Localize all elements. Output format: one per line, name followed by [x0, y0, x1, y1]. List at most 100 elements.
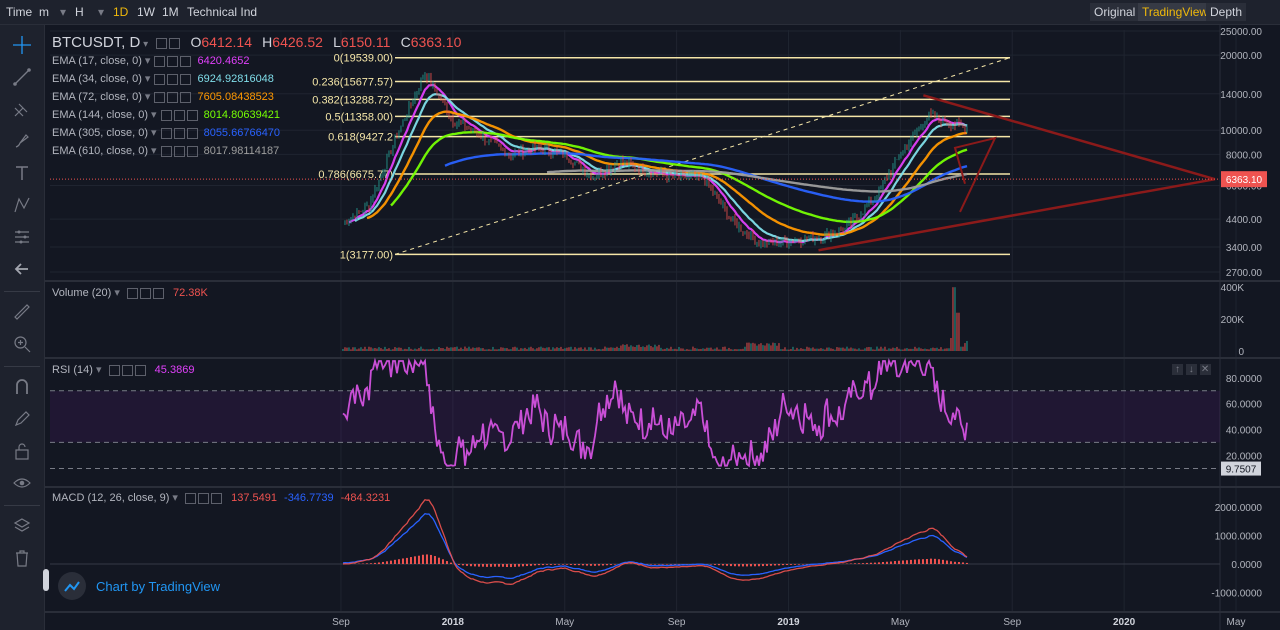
magnet-icon[interactable] — [10, 375, 34, 399]
volume-bar — [534, 349, 536, 351]
volume-bar — [554, 348, 556, 351]
interval-1d-button[interactable]: 1D — [113, 5, 129, 19]
brush-icon[interactable] — [10, 129, 34, 153]
legend-settings-icons[interactable] — [156, 35, 182, 52]
macd-pane — [50, 498, 1220, 585]
chevron-down-icon[interactable]: ▾ — [169, 492, 178, 504]
depth-view-button[interactable]: Depth — [1206, 3, 1247, 21]
ruler-icon[interactable] — [10, 300, 34, 324]
legend-settings-icons[interactable] — [185, 492, 224, 504]
volume-bar — [920, 348, 922, 351]
ema-label[interactable]: EMA (72, close, 0) — [52, 91, 142, 103]
zoom-icon[interactable] — [10, 332, 34, 356]
chevron-down-icon[interactable]: ▾ — [148, 109, 157, 121]
legend-settings-icons[interactable] — [154, 73, 193, 85]
trend-drawings — [50, 94, 1220, 252]
minute-button[interactable]: m — [39, 5, 49, 19]
rsi-legend: RSI (14) ▾ 45.3869 — [52, 363, 194, 376]
crosshair-icon[interactable] — [10, 33, 34, 57]
ema-label[interactable]: EMA (305, close, 0) — [52, 127, 148, 139]
volume-bar — [374, 348, 376, 351]
chevron-down-icon[interactable]: ▾ — [141, 73, 151, 85]
trend-line-icon[interactable] — [10, 65, 34, 89]
macd-histogram-bar — [545, 564, 548, 565]
trash-icon[interactable] — [10, 546, 34, 570]
chevron-down-icon[interactable]: ▾ — [140, 39, 149, 50]
high-value: 6426.52 — [272, 34, 323, 50]
macd-histogram-bar — [509, 564, 512, 568]
scrollbar-handle[interactable] — [43, 569, 49, 591]
ema-label[interactable]: EMA (610, close, 0) — [52, 145, 148, 157]
legend-settings-icons[interactable] — [160, 145, 200, 157]
chevron-down-icon[interactable]: ▾ — [148, 145, 157, 157]
volume-bar — [398, 347, 400, 351]
rsi-label[interactable]: RSI (14) — [52, 364, 93, 376]
text-tool-icon[interactable] — [10, 161, 34, 185]
tradingview-watermark[interactable]: Chart by TradingView — [58, 572, 220, 600]
volume-bar — [758, 344, 760, 351]
volume-bar — [938, 348, 940, 351]
pitchfork-icon[interactable] — [10, 97, 34, 121]
volume-bar — [766, 343, 768, 351]
pattern-icon[interactable] — [10, 193, 34, 217]
legend-settings-icons[interactable] — [154, 55, 193, 67]
high-label: H — [262, 34, 273, 50]
time-tick: Sep — [668, 617, 686, 628]
interval-1w-button[interactable]: 1W — [137, 5, 155, 19]
visibility-eye-icon[interactable] — [10, 471, 34, 495]
chevron-down-icon[interactable]: ▾ — [148, 127, 157, 139]
volume-bar — [870, 347, 872, 351]
macd-histogram-bar — [601, 564, 604, 566]
ema-value: 7605.08438523 — [197, 91, 274, 103]
ema-label[interactable]: EMA (17, close, 0) — [52, 55, 142, 67]
macd-histogram-bar — [413, 556, 416, 564]
ema-label[interactable]: EMA (34, close, 0) — [52, 73, 142, 85]
ema-lines — [348, 83, 968, 244]
volume-bar — [432, 348, 434, 351]
chevron-down-icon[interactable]: ▾ — [111, 287, 120, 299]
legend-settings-icons[interactable] — [108, 364, 148, 376]
hour-dropdown-icon[interactable]: ▾ — [98, 5, 105, 19]
hour-button[interactable]: H — [75, 5, 84, 19]
volume-bar — [856, 349, 858, 351]
macd-histogram-bar — [489, 564, 492, 567]
chevron-down-icon[interactable]: ▾ — [141, 55, 151, 67]
chevron-down-icon[interactable]: ▾ — [141, 91, 151, 103]
pane-controls[interactable]: ↑ ↓ ✕ — [1172, 364, 1211, 375]
legend-settings-icons[interactable] — [160, 127, 200, 139]
legend-settings-icons[interactable] — [160, 109, 200, 121]
layers-icon[interactable] — [10, 514, 34, 538]
volume-label[interactable]: Volume (20) — [52, 287, 112, 299]
ema-label[interactable]: EMA (144, close, 0) — [52, 109, 148, 121]
volume-bar — [414, 348, 416, 351]
tradingview-view-button[interactable]: TradingView — [1138, 3, 1213, 21]
macd-histogram-bar — [873, 562, 876, 564]
prediction-icon[interactable] — [10, 225, 34, 249]
volume-bar — [802, 348, 804, 351]
macd-histogram-bar — [493, 564, 496, 567]
volume-bar — [844, 348, 846, 351]
back-arrow-icon[interactable] — [10, 257, 34, 281]
volume-bar — [738, 349, 740, 351]
legend-settings-icons[interactable] — [154, 91, 193, 103]
chart-grid — [50, 30, 1237, 612]
symbol-name[interactable]: BTCUSDT, D — [52, 34, 141, 51]
macd-value: 137.5491 — [231, 492, 277, 504]
draw-mode-icon[interactable] — [10, 407, 34, 431]
time-button[interactable]: Time — [6, 5, 33, 19]
original-view-button[interactable]: Original — [1090, 3, 1140, 21]
macd-histogram-bar — [593, 564, 596, 566]
interval-1m-button[interactable]: 1M — [162, 5, 179, 19]
minute-dropdown-icon[interactable]: ▾ — [60, 5, 67, 19]
chevron-down-icon[interactable]: ▾ — [92, 364, 102, 376]
volume-bar — [556, 347, 558, 351]
volume-bar — [894, 348, 896, 351]
volume-bar — [664, 348, 666, 351]
macd-histogram-bar — [569, 564, 572, 565]
technical-indicators-button[interactable]: Technical Ind — [187, 5, 258, 19]
volume-bar — [546, 347, 548, 351]
lock-icon[interactable] — [10, 439, 34, 463]
legend-settings-icons[interactable] — [126, 287, 166, 299]
macd-label[interactable]: MACD (12, 26, close, 9) — [52, 492, 170, 504]
